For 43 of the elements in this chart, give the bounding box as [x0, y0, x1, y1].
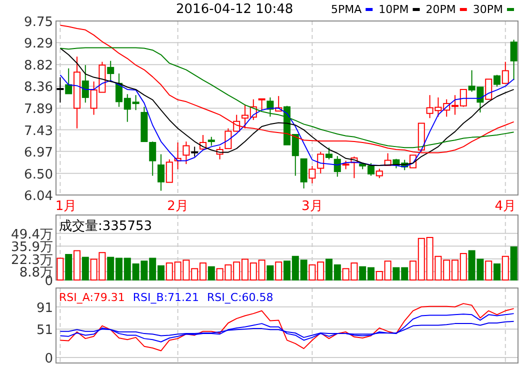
y-tick-label: 22.3万 [11, 252, 53, 268]
x-tick-label: 4月 [494, 199, 516, 214]
y-tick-label: 0 [44, 351, 53, 365]
y-tick-label: 6.97 [24, 145, 53, 160]
bar [74, 250, 80, 280]
bar [82, 256, 89, 280]
bar [485, 260, 492, 280]
line-series [60, 303, 514, 352]
bar [494, 263, 500, 280]
bar [275, 262, 282, 280]
y-tick-label: 9.75 [24, 15, 53, 30]
text: RSI_A:79.31 [59, 291, 125, 304]
x-tick-label: 1月 [55, 199, 77, 214]
bar [56, 258, 64, 280]
legend-label: 30PM [472, 3, 503, 16]
y-tick-label: 6.50 [24, 167, 53, 182]
y-tick-label: 51 [36, 323, 53, 338]
legend-label: 20PM [426, 3, 456, 16]
bar [510, 246, 518, 280]
x-tick-label: 3月 [302, 199, 323, 214]
x-tick-label: 2月 [167, 199, 188, 214]
y-tick-label: 35.9万 [11, 240, 53, 256]
bar [502, 256, 509, 280]
y-tick-label: 91 [36, 300, 53, 316]
bar [65, 254, 72, 280]
bar [208, 266, 215, 280]
y-tick-label: 7.43 [24, 124, 53, 139]
chart-title: 2016-04-12 10:48 [176, 2, 294, 17]
line-series [60, 320, 514, 338]
line-series [60, 313, 514, 342]
y-tick-label: 8.36 [24, 80, 53, 96]
chart-title: 成交量:335753 [59, 218, 152, 234]
legend-label: 10PM [378, 3, 409, 16]
bar [266, 265, 274, 280]
text: RSI_B:71.21 [132, 291, 200, 304]
line-series [60, 47, 514, 148]
y-tick-label: 7.89 [24, 102, 53, 118]
text: RSI_C:60.58 [207, 291, 274, 304]
y-tick-label: 6.04 [24, 189, 53, 204]
y-tick-label: 9.29 [24, 36, 53, 52]
y-tick-label: 49.4万 [11, 227, 53, 242]
y-tick-label: 8.82 [24, 58, 53, 74]
legend-label: 5PMA [330, 3, 362, 16]
